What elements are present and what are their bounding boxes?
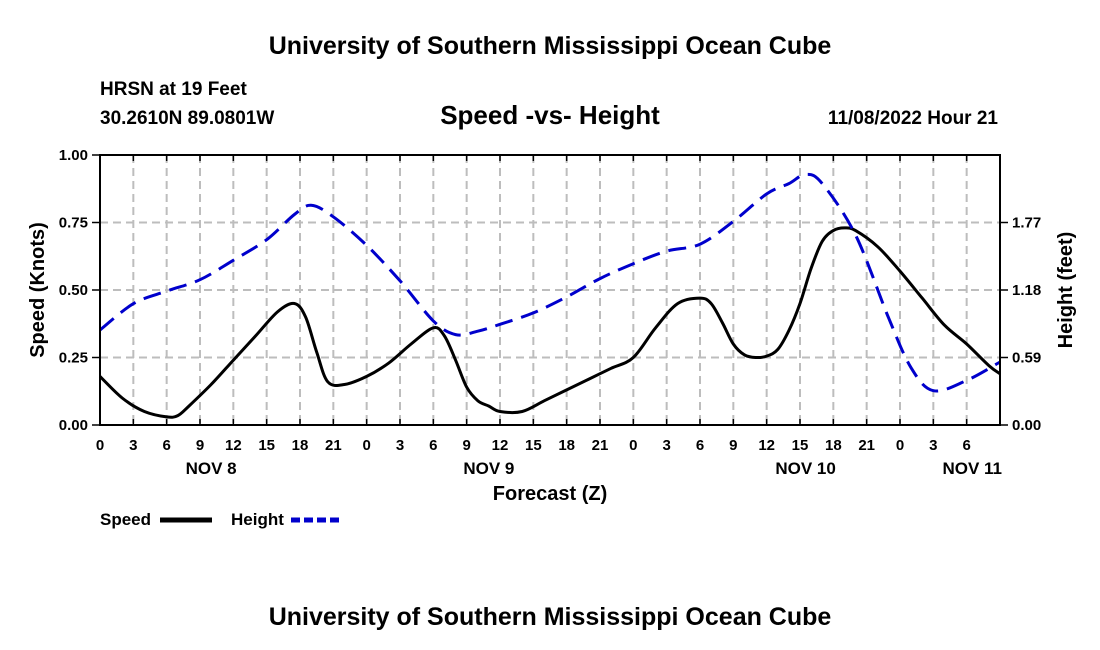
x-tick-label: 15 bbox=[258, 437, 275, 454]
x-tick-label: 21 bbox=[592, 437, 609, 454]
x-tick-label: 12 bbox=[492, 437, 509, 454]
x-axis-title: Forecast (Z) bbox=[493, 483, 607, 505]
x-tick-label: 9 bbox=[729, 437, 737, 454]
x-tick-label: 0 bbox=[629, 437, 637, 454]
x-tick-label: 18 bbox=[292, 437, 309, 454]
x-tick-label: 0 bbox=[362, 437, 370, 454]
date-label: NOV 11 bbox=[942, 459, 1002, 478]
figure-title: University of Southern Mississippi Ocean… bbox=[269, 32, 832, 60]
x-tick-label: 6 bbox=[962, 437, 970, 454]
x-tick-label: 9 bbox=[196, 437, 204, 454]
x-tick-label: 12 bbox=[225, 437, 242, 454]
x-tick-label: 0 bbox=[96, 437, 104, 454]
x-tick-label: 15 bbox=[792, 437, 809, 454]
y-axis-right-title: Height (feet) bbox=[1055, 232, 1077, 349]
y-right-tick-label: 1.18 bbox=[1012, 282, 1041, 299]
x-tick-label: 21 bbox=[325, 437, 342, 454]
x-tick-label: 18 bbox=[558, 437, 575, 454]
x-tick-label: 6 bbox=[429, 437, 437, 454]
y-left-tick-label: 0.75 bbox=[59, 215, 88, 232]
x-tick-label: 6 bbox=[162, 437, 170, 454]
x-tick-label: 6 bbox=[696, 437, 704, 454]
x-tick-label: 12 bbox=[758, 437, 775, 454]
legend: Speed Height bbox=[100, 510, 343, 529]
date-label: NOV 10 bbox=[775, 459, 835, 478]
x-tick-label: 15 bbox=[525, 437, 542, 454]
x-tick-label: 0 bbox=[896, 437, 904, 454]
y-left-tick-label: 0.50 bbox=[59, 282, 88, 299]
x-tick-label: 21 bbox=[858, 437, 875, 454]
y-left-tick-label: 0.00 bbox=[59, 417, 88, 434]
x-tick-label: 18 bbox=[825, 437, 842, 454]
x-tick-label: 9 bbox=[462, 437, 470, 454]
x-tick-label: 3 bbox=[662, 437, 670, 454]
y-right-tick-label: 0.00 bbox=[1012, 417, 1041, 434]
datetime-label: 11/08/2022 Hour 21 bbox=[828, 108, 998, 129]
date-label: NOV 9 bbox=[463, 459, 514, 478]
series-line-height bbox=[99, 172, 1001, 393]
y-left-tick-label: 1.00 bbox=[59, 147, 88, 164]
axis-ticks: 0 3 6 9 12 15 18 21 0 3 6 9 12 15 18 21 0 3 6 9 12 15 18 21 0 3 6 0… bbox=[59, 147, 1041, 478]
series-layer bbox=[98, 172, 1001, 419]
y-left-tick-label: 0.25 bbox=[59, 350, 88, 367]
legend-height-label: Height bbox=[231, 510, 284, 529]
series-line-speed bbox=[98, 226, 1001, 419]
x-tick-label: 3 bbox=[129, 437, 137, 454]
chart-title: Speed -vs- Height bbox=[440, 100, 660, 130]
legend-speed-label: Speed bbox=[100, 510, 151, 529]
y-axis-left-title: Speed (Knots) bbox=[27, 222, 49, 358]
station-label: HRSN at 19 Feet bbox=[100, 79, 247, 100]
date-label: NOV 8 bbox=[186, 459, 237, 478]
x-tick-label: 3 bbox=[396, 437, 404, 454]
grid bbox=[100, 155, 1000, 425]
coordinates-label: 30.2610N 89.0801W bbox=[100, 108, 274, 129]
footer-title: University of Southern Mississippi Ocean… bbox=[269, 603, 832, 631]
y-right-tick-label: 1.77 bbox=[1012, 215, 1041, 232]
x-tick-label: 3 bbox=[929, 437, 937, 454]
y-right-tick-label: 0.59 bbox=[1012, 350, 1041, 367]
